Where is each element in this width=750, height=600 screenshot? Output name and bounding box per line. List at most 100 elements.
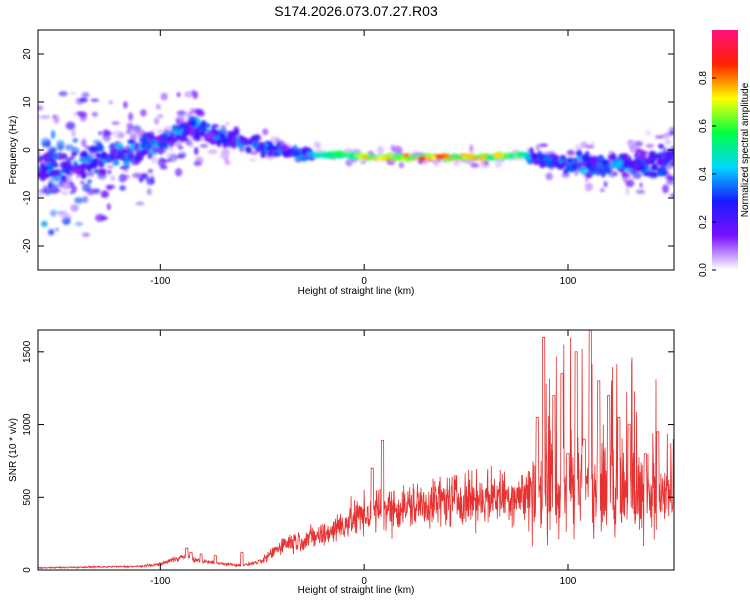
heatmap-cell: [538, 143, 549, 148]
heatmap-cell: [656, 170, 666, 177]
heatmap-cell: [647, 154, 653, 163]
heatmap-cell: [47, 153, 54, 159]
heatmap-cell: [233, 126, 240, 131]
heatmap-cell: [126, 122, 134, 131]
heatmap-cell: [313, 141, 320, 149]
heatmap-cell: [156, 129, 166, 134]
heatmap-cell: [590, 141, 595, 146]
heatmap-cell: [79, 168, 86, 176]
heatmap-cell: [385, 154, 395, 158]
heatmap-cell: [611, 153, 617, 159]
heatmap-cell: [195, 156, 204, 165]
heatmap-cell: [342, 152, 350, 156]
heatmap-cell: [252, 141, 259, 148]
heatmap-cell: [177, 115, 188, 122]
heatmap-cell: [142, 132, 153, 139]
heatmap-cell: [200, 120, 207, 129]
heatmap-cell: [245, 146, 252, 154]
heatmap-cell: [115, 143, 124, 150]
heatmap-cell: [85, 145, 90, 150]
heatmap-cell: [80, 150, 88, 158]
heatmap-cell: [78, 97, 88, 103]
heatmap-cell: [90, 98, 99, 102]
heatmap-cell: [119, 185, 126, 191]
heatmap-cell: [62, 217, 71, 225]
heatmap-cell: [50, 185, 60, 194]
heatmap-cell: [107, 186, 113, 191]
heatmap-cell: [59, 211, 69, 219]
heatmap-cell: [147, 188, 152, 196]
heatmap-cell: [184, 91, 193, 98]
heatmap-cell: [96, 144, 105, 152]
heatmap-cell: [169, 140, 174, 148]
heatmap-cell: [79, 113, 87, 122]
heatmap-cell: [49, 170, 58, 175]
heatmap-cell: [135, 201, 145, 206]
heatmap-cell: [213, 135, 220, 141]
heatmap-cell: [556, 165, 565, 170]
heatmap-cell: [615, 160, 623, 169]
heatmap-cell: [55, 152, 65, 161]
x-tick-label: 0: [361, 276, 367, 287]
y-tick-label: 10: [22, 96, 33, 108]
colorbar: 0.0 0.2 0.4 0.6 0.8 Normalized spectral ampl…: [698, 30, 750, 277]
heatmap-cell: [196, 110, 205, 117]
heatmap-cell: [81, 138, 87, 147]
heatmap-cell: [95, 214, 106, 222]
heatmap-cell: [443, 154, 451, 159]
heatmap-cell: [566, 149, 575, 156]
heatmap-cell: [160, 132, 168, 139]
heatmap-cell: [454, 155, 464, 160]
heatmap-cell: [82, 232, 90, 237]
heatmap-cell: [110, 175, 116, 181]
heatmap-cell: [109, 149, 119, 154]
heatmap-cell: [47, 182, 53, 189]
heatmap-cell: [558, 158, 564, 164]
y-tick-label: 20: [22, 48, 33, 60]
heatmap-cell: [101, 152, 108, 159]
heatmap-cell: [58, 91, 68, 97]
heatmap-cell: [291, 150, 301, 157]
heatmap-cell: [663, 132, 670, 140]
heatmap-cell: [60, 174, 67, 181]
heatmap-cell: [140, 149, 147, 156]
heatmap-cell: [155, 103, 161, 110]
heatmap-cell: [605, 164, 611, 170]
heatmap-cell: [151, 156, 158, 164]
heatmap-cell: [177, 152, 187, 159]
heatmap-cell: [171, 124, 180, 131]
heatmap-cell: [666, 180, 674, 185]
heatmap-cell: [157, 157, 167, 167]
heatmap-cell: [95, 152, 101, 158]
heatmap-cell: [592, 155, 598, 162]
heatmap-cell: [325, 154, 336, 159]
heatmap-cell: [64, 144, 75, 151]
heatmap-cell: [50, 148, 57, 153]
x-tick-label: -100: [150, 576, 170, 587]
heatmap-cell: [631, 148, 636, 154]
heatmap-cell: [188, 128, 196, 137]
heatmap-cell: [91, 111, 98, 117]
heatmap-cell: [158, 148, 165, 153]
heatmap-cell: [122, 149, 130, 155]
spectrogram-heatmap: [38, 89, 674, 237]
heatmap-cell: [61, 169, 66, 174]
heatmap-cell: [622, 176, 627, 182]
heatmap-cell: [641, 152, 647, 159]
heatmap-cell: [376, 154, 386, 161]
heatmap-cell: [56, 143, 64, 152]
heatmap-cell: [80, 180, 85, 185]
heatmap-cell: [160, 92, 168, 101]
heatmap-cell: [123, 101, 128, 109]
colorbar-tick-label: 0.8: [698, 71, 709, 85]
heatmap-cell: [123, 158, 133, 163]
heatmap-cell: [525, 153, 531, 161]
heatmap-cell: [179, 134, 185, 143]
snr-ylabel: SNR (10 * v/v): [8, 418, 19, 482]
heatmap-cell: [167, 153, 178, 162]
heatmap-cell: [571, 163, 578, 170]
heatmap-cell: [82, 183, 91, 193]
heatmap-cell: [55, 228, 59, 231]
